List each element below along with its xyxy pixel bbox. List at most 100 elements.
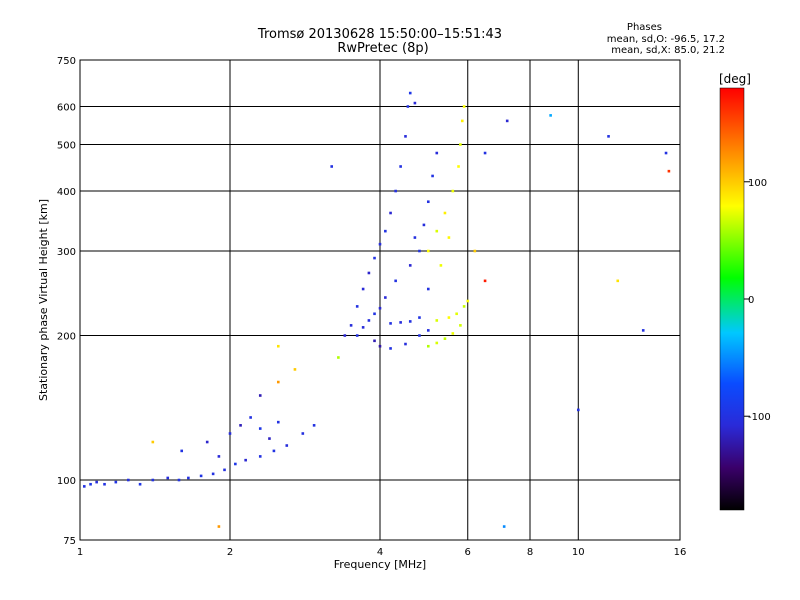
data-point bbox=[337, 356, 340, 359]
data-point bbox=[268, 437, 271, 440]
data-point bbox=[483, 151, 487, 155]
data-point bbox=[406, 105, 410, 108]
stats-heading: Phases bbox=[627, 22, 662, 33]
data-point bbox=[664, 151, 668, 155]
data-point bbox=[667, 169, 671, 173]
data-point bbox=[431, 174, 434, 178]
x-tick-label: 2 bbox=[227, 547, 233, 558]
data-point bbox=[293, 368, 297, 371]
data-point bbox=[211, 472, 215, 476]
y-tick-label: 200 bbox=[57, 332, 76, 343]
data-point bbox=[435, 151, 439, 155]
data-point bbox=[483, 279, 487, 283]
data-point bbox=[378, 344, 382, 348]
data-point bbox=[343, 334, 347, 337]
y-tick-label: 500 bbox=[57, 141, 76, 152]
data-point bbox=[435, 341, 439, 345]
data-point bbox=[459, 143, 462, 146]
data-point bbox=[399, 321, 402, 324]
data-point bbox=[151, 440, 155, 444]
data-point bbox=[89, 482, 92, 486]
data-point bbox=[447, 236, 451, 239]
stats-o: mean, sd,O: -96.5, 17.2 bbox=[607, 34, 725, 45]
data-point bbox=[244, 458, 247, 462]
data-point bbox=[443, 211, 447, 215]
data-point bbox=[258, 455, 262, 458]
data-point bbox=[439, 264, 443, 267]
data-point bbox=[373, 339, 376, 343]
y-tick-label: 750 bbox=[57, 56, 76, 67]
data-points bbox=[82, 91, 671, 528]
data-point bbox=[217, 525, 221, 528]
colorbar-tick-label: 0 bbox=[748, 295, 754, 306]
data-point bbox=[457, 165, 460, 168]
data-point bbox=[361, 326, 365, 329]
colorbar bbox=[719, 87, 745, 511]
data-point bbox=[426, 200, 430, 204]
data-point bbox=[459, 324, 462, 327]
y-axis-label: Stationary phase Virtual Height [km] bbox=[37, 199, 50, 401]
data-point bbox=[349, 324, 353, 327]
data-point bbox=[126, 478, 130, 482]
x-tick-label: 10 bbox=[572, 547, 585, 558]
data-point bbox=[138, 482, 142, 486]
data-point bbox=[228, 432, 232, 435]
colorbar-ticks: 100 0 -100 bbox=[744, 178, 771, 423]
data-point bbox=[95, 480, 98, 484]
data-point bbox=[373, 256, 376, 260]
data-point bbox=[389, 347, 392, 350]
data-point bbox=[466, 299, 470, 303]
data-point bbox=[355, 334, 359, 337]
x-axis-label: Frequency [MHz] bbox=[334, 558, 426, 571]
data-point bbox=[462, 305, 466, 308]
data-point bbox=[103, 482, 106, 486]
data-point bbox=[389, 322, 392, 325]
data-point bbox=[361, 287, 365, 291]
data-point bbox=[276, 380, 280, 384]
data-point bbox=[502, 525, 506, 528]
data-point bbox=[394, 279, 397, 283]
y-tick-label: 400 bbox=[57, 187, 76, 198]
data-point bbox=[408, 264, 412, 267]
data-point bbox=[394, 189, 397, 193]
data-point bbox=[435, 319, 439, 322]
data-point bbox=[549, 114, 552, 117]
x-tick-label: 6 bbox=[465, 547, 471, 558]
data-point bbox=[312, 424, 316, 427]
data-point bbox=[378, 306, 382, 310]
colorbar-tick-label: -100 bbox=[748, 412, 771, 423]
data-point bbox=[435, 229, 439, 233]
data-point bbox=[234, 462, 237, 466]
data-point bbox=[272, 449, 276, 453]
data-point bbox=[258, 427, 262, 430]
data-point bbox=[330, 165, 334, 168]
data-point bbox=[367, 271, 371, 275]
y-tick-label: 100 bbox=[57, 476, 76, 487]
data-point bbox=[408, 91, 412, 95]
chart-title: Tromsø 20130628 15:50:00–15:51:43 bbox=[257, 27, 502, 42]
stats-x: mean, sd,X: 85.0, 21.2 bbox=[611, 45, 725, 56]
data-point bbox=[384, 296, 387, 299]
data-point bbox=[451, 189, 455, 193]
y-tick-labels: 75 100 200 300 400 500 600 750 bbox=[57, 56, 76, 547]
data-point bbox=[301, 432, 305, 435]
grid-lines bbox=[80, 60, 680, 540]
data-point bbox=[460, 119, 464, 123]
data-point bbox=[404, 135, 407, 138]
colorbar-tick-label: 100 bbox=[748, 178, 767, 189]
y-tick-label: 75 bbox=[63, 536, 76, 547]
y-tick-label: 600 bbox=[57, 103, 76, 114]
data-point bbox=[462, 105, 466, 108]
data-point bbox=[285, 444, 289, 447]
data-point bbox=[367, 319, 371, 322]
data-point bbox=[166, 476, 170, 480]
data-point bbox=[418, 316, 421, 319]
data-point bbox=[455, 312, 458, 316]
data-point bbox=[404, 342, 407, 346]
data-point bbox=[408, 320, 412, 323]
data-point bbox=[641, 329, 645, 332]
data-point bbox=[217, 455, 221, 458]
data-point bbox=[389, 211, 392, 215]
data-point bbox=[607, 135, 610, 138]
